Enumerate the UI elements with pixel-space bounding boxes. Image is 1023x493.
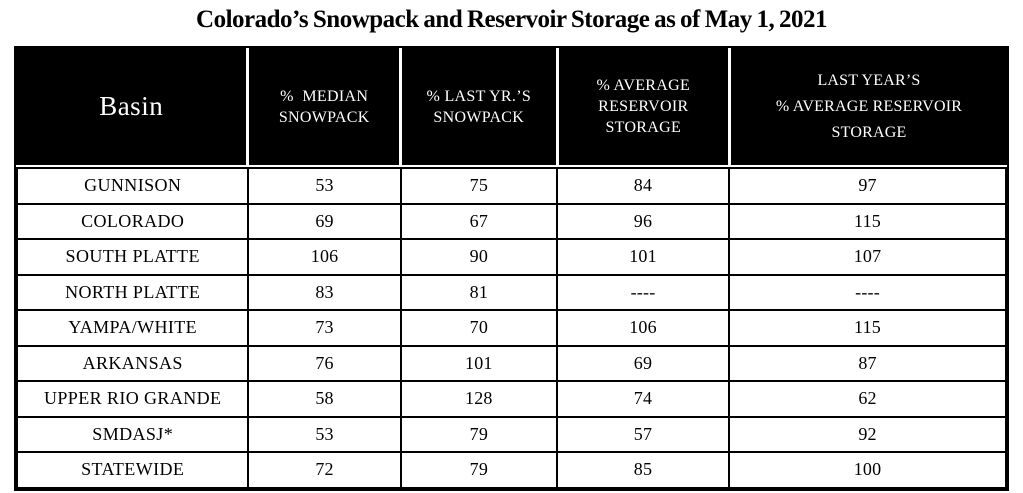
table-header: Basin % MEDIAN SNOWPACK % LAST YR.’S SNO…: [16, 48, 1007, 165]
value-cell: 87: [728, 344, 1007, 382]
basin-cell: STATEWIDE: [15, 451, 250, 489]
basin-cell: YAMPA/WHITE: [15, 309, 250, 347]
col-header-line: % LAST YR.’S: [426, 87, 532, 105]
value-cell: 53: [247, 167, 402, 205]
value-cell: 69: [555, 344, 731, 382]
table-row: GUNNISON 53 75 84 97: [15, 167, 1007, 205]
value-cell: 106: [247, 238, 402, 276]
col-header-line: % AVERAGE: [596, 77, 691, 94]
value-cell: 83: [247, 273, 402, 311]
value-cell: 79: [399, 415, 558, 453]
value-cell: ----: [728, 273, 1007, 311]
col-header-line: LAST YEAR’S: [817, 71, 921, 89]
header-row: Basin % MEDIAN SNOWPACK % LAST YR.’S SNO…: [16, 48, 1007, 165]
col-header-line: STORAGE: [605, 119, 682, 136]
value-cell: 85: [555, 451, 731, 489]
value-cell: 62: [728, 380, 1007, 418]
col-header-line: STORAGE: [831, 123, 907, 141]
basin-cell: ARKANSAS: [15, 344, 250, 382]
value-cell: 67: [399, 202, 558, 240]
value-cell: 73: [247, 309, 402, 347]
value-cell: 106: [555, 309, 731, 347]
basin-cell: SMDASJ*: [15, 415, 250, 453]
col-header-median-snowpack: % MEDIAN SNOWPACK: [246, 48, 401, 165]
value-cell: 58: [247, 380, 402, 418]
col-header-line: SNOWPACK: [433, 108, 525, 126]
value-cell: 75: [399, 167, 558, 205]
table-row: ARKANSAS 76 101 69 87: [15, 344, 1007, 382]
value-cell: 84: [555, 167, 731, 205]
value-cell: 72: [247, 451, 402, 489]
col-header-line: SNOWPACK: [278, 108, 370, 126]
table-row: NORTH PLATTE 83 81 ---- ----: [15, 273, 1007, 311]
table-row: COLORADO 69 67 96 115: [15, 202, 1007, 240]
value-cell: 107: [728, 238, 1007, 276]
snowpack-reservoir-table: Basin % MEDIAN SNOWPACK % LAST YR.’S SNO…: [14, 46, 1009, 491]
col-header-line: % MEDIAN: [280, 87, 369, 105]
value-cell: 97: [728, 167, 1007, 205]
basin-cell: NORTH PLATTE: [15, 273, 250, 311]
value-cell: ----: [555, 273, 731, 311]
col-header-last-yr-snowpack: % LAST YR.’S SNOWPACK: [399, 48, 558, 165]
table-row: SOUTH PLATTE 106 90 101 107: [15, 238, 1007, 276]
col-header-last-year-avg-reservoir-storage: LAST YEAR’S % AVERAGE RESERVOIR STORAGE: [727, 48, 1007, 165]
value-cell: 115: [728, 309, 1007, 347]
value-cell: 128: [399, 380, 558, 418]
page-title: Colorado’s Snowpack and Reservoir Storag…: [196, 6, 827, 33]
table-row: UPPER RIO GRANDE 58 128 74 62: [15, 380, 1007, 418]
value-cell: 74: [555, 380, 731, 418]
value-cell: 115: [728, 202, 1007, 240]
col-header-line: RESERVOIR: [598, 98, 689, 115]
value-cell: 100: [728, 451, 1007, 489]
value-cell: 53: [247, 415, 402, 453]
value-cell: 81: [399, 273, 558, 311]
table-row: STATEWIDE 72 79 85 100: [15, 451, 1007, 489]
value-cell: 101: [399, 344, 558, 382]
value-cell: 79: [399, 451, 558, 489]
table-body: GUNNISON 53 75 84 97 COLORADO 69 67 96 1…: [15, 167, 1007, 489]
value-cell: 57: [555, 415, 731, 453]
value-cell: 69: [247, 202, 402, 240]
value-cell: 101: [555, 238, 731, 276]
value-cell: 76: [247, 344, 402, 382]
value-cell: 70: [399, 309, 558, 347]
basin-cell: GUNNISON: [15, 167, 250, 205]
basin-cell: SOUTH PLATTE: [15, 238, 250, 276]
col-header-basin: Basin: [16, 48, 248, 165]
basin-cell: COLORADO: [15, 202, 250, 240]
table-row: SMDASJ* 53 79 57 92: [15, 415, 1007, 453]
col-header-line: % AVERAGE RESERVOIR: [775, 97, 963, 115]
col-header-avg-reservoir-storage: % AVERAGE RESERVOIR STORAGE: [555, 48, 730, 165]
value-cell: 90: [399, 238, 558, 276]
value-cell: 92: [728, 415, 1007, 453]
basin-cell: UPPER RIO GRANDE: [15, 380, 250, 418]
table-row: YAMPA/WHITE 73 70 106 115: [15, 309, 1007, 347]
value-cell: 96: [555, 202, 731, 240]
col-header-basin-label: Basin: [99, 91, 164, 121]
